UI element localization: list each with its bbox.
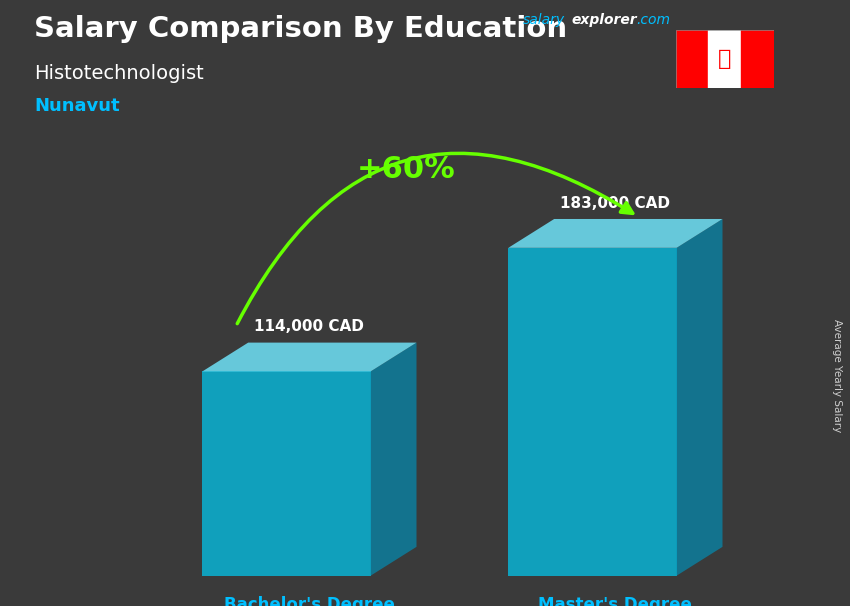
Text: 🍁: 🍁 [718, 48, 731, 68]
Polygon shape [371, 342, 416, 576]
Text: +60%: +60% [357, 155, 456, 184]
Polygon shape [202, 371, 371, 576]
Polygon shape [202, 342, 416, 371]
Polygon shape [508, 219, 722, 248]
Polygon shape [677, 219, 722, 576]
Text: explorer: explorer [571, 13, 637, 27]
Text: Histotechnologist: Histotechnologist [34, 64, 204, 82]
Bar [708, 30, 741, 88]
Text: Master's Degree: Master's Degree [538, 596, 693, 606]
Text: .com: .com [636, 13, 670, 27]
Text: Bachelor's Degree: Bachelor's Degree [224, 596, 395, 606]
Text: Salary Comparison By Education: Salary Comparison By Education [34, 15, 567, 43]
Text: salary: salary [523, 13, 565, 27]
Text: 114,000 CAD: 114,000 CAD [254, 319, 365, 335]
Bar [741, 30, 774, 88]
Text: Average Yearly Salary: Average Yearly Salary [832, 319, 842, 432]
Bar [676, 30, 708, 88]
Text: 183,000 CAD: 183,000 CAD [560, 196, 671, 211]
Text: Nunavut: Nunavut [34, 97, 120, 115]
Polygon shape [508, 248, 677, 576]
